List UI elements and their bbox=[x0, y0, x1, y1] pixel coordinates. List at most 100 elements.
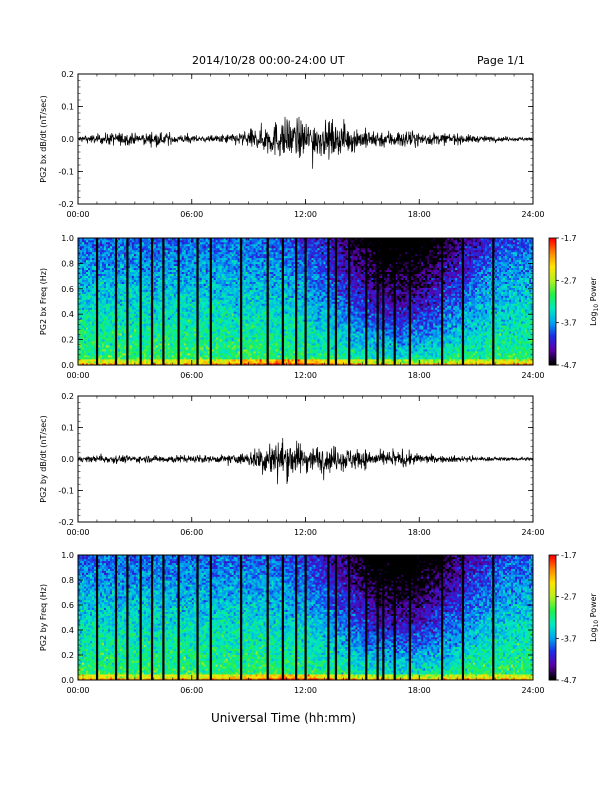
spectrogram-cell bbox=[154, 355, 156, 357]
spectrogram-cell bbox=[104, 264, 106, 266]
spectrogram-cell bbox=[194, 252, 196, 254]
spectrogram-cell bbox=[120, 274, 122, 276]
spectrogram-cell bbox=[90, 353, 92, 355]
spectrogram-cell bbox=[158, 280, 160, 282]
spectrogram-cell bbox=[118, 260, 120, 262]
spectrogram-cell bbox=[118, 264, 120, 266]
spectrogram-cell bbox=[228, 268, 230, 270]
spectrogram-cell bbox=[206, 278, 208, 280]
spectrogram-cell bbox=[142, 290, 144, 292]
spectrogram-cell bbox=[182, 337, 184, 339]
spectrogram-cell bbox=[110, 278, 112, 280]
spectrogram-cell bbox=[118, 254, 120, 256]
spectrogram-cell bbox=[192, 325, 194, 327]
spectrogram-cell bbox=[100, 361, 102, 363]
spectrogram-cell bbox=[182, 278, 184, 280]
spectrogram-cell bbox=[104, 298, 106, 300]
spectrogram-cell bbox=[220, 351, 222, 353]
spectrogram-cell bbox=[148, 311, 150, 313]
spectrogram-cell bbox=[94, 242, 96, 244]
spectrogram-cell bbox=[134, 315, 136, 317]
spectrogram-cell bbox=[102, 321, 104, 323]
spectrogram-cell bbox=[212, 305, 214, 307]
spectrogram-cell bbox=[166, 272, 168, 274]
spectrogram-cell bbox=[92, 359, 94, 361]
spectrogram-cell bbox=[136, 349, 138, 351]
spectrogram-cell bbox=[88, 292, 90, 294]
spectrogram-cell bbox=[118, 327, 120, 329]
spectrogram-cell bbox=[92, 252, 94, 254]
spectrogram-cell bbox=[102, 276, 104, 278]
spectrogram-cell bbox=[80, 260, 82, 262]
spectrogram-cell bbox=[168, 270, 170, 272]
spectrogram-cell bbox=[204, 254, 206, 256]
spectrogram-cell bbox=[134, 337, 136, 339]
spectrogram-cell bbox=[166, 309, 168, 311]
spectrogram-cell bbox=[194, 250, 196, 252]
spectrogram-cell bbox=[224, 323, 226, 325]
spectrogram-cell bbox=[208, 246, 210, 248]
spectrogram-cell bbox=[168, 248, 170, 250]
spectrogram-cell bbox=[108, 290, 110, 292]
spectrogram-cell bbox=[142, 278, 144, 280]
spectrogram-cell bbox=[194, 315, 196, 317]
spectrogram-cell bbox=[174, 345, 176, 347]
spectrogram-cell bbox=[188, 256, 190, 258]
spectrogram-cell bbox=[110, 331, 112, 333]
spectrogram-cell bbox=[106, 284, 108, 286]
spectrogram-cell bbox=[106, 260, 108, 262]
spectrogram-cell bbox=[134, 327, 136, 329]
spectrogram-cell bbox=[142, 244, 144, 246]
spectrogram-cell bbox=[182, 303, 184, 305]
spectrogram-cell bbox=[224, 313, 226, 315]
spectrogram-cell bbox=[142, 296, 144, 298]
spectrogram-cell bbox=[136, 307, 138, 309]
spectrogram-cell bbox=[154, 272, 156, 274]
spectrogram-cell bbox=[204, 327, 206, 329]
spectrogram-cell bbox=[190, 266, 192, 268]
spectrogram-cell bbox=[156, 319, 158, 321]
spectrogram-cell bbox=[154, 335, 156, 337]
spectrogram-cell bbox=[188, 327, 190, 329]
spectrogram-cell bbox=[190, 317, 192, 319]
spectrogram-cell bbox=[120, 240, 122, 242]
spectrogram-cell bbox=[182, 315, 184, 317]
spectrogram-cell bbox=[110, 290, 112, 292]
spectrogram-cell bbox=[142, 276, 144, 278]
spectrogram-cell bbox=[100, 260, 102, 262]
spectrogram-cell bbox=[168, 311, 170, 313]
spectrogram-cell bbox=[208, 260, 210, 262]
spectrogram-cell bbox=[148, 276, 150, 278]
spectrogram-cell bbox=[214, 292, 216, 294]
spectrogram-cell bbox=[206, 302, 208, 304]
spectrogram-cell bbox=[206, 331, 208, 333]
spectrogram-cell bbox=[200, 272, 202, 274]
spectrogram-cell bbox=[120, 345, 122, 347]
spectrogram-cell bbox=[86, 272, 88, 274]
spectrogram-cell bbox=[228, 246, 230, 248]
spectrogram-cell bbox=[92, 276, 94, 278]
spectrogram-cell bbox=[142, 256, 144, 258]
spectrogram-cell bbox=[200, 325, 202, 327]
spectrogram-cell bbox=[200, 276, 202, 278]
spectrogram-cell bbox=[88, 272, 90, 274]
spectrogram-cell bbox=[180, 298, 182, 300]
spectrogram-cell bbox=[122, 242, 124, 244]
spectrogram-cell bbox=[88, 262, 90, 264]
spectrogram-cell bbox=[214, 345, 216, 347]
spectrogram-cell bbox=[110, 317, 112, 319]
spectrogram-cell bbox=[190, 302, 192, 304]
spectrogram-cell bbox=[154, 274, 156, 276]
spectrogram-cell bbox=[160, 252, 162, 254]
spectrogram-cell bbox=[212, 280, 214, 282]
spectrogram-cell bbox=[102, 317, 104, 319]
spectrogram-cell bbox=[180, 268, 182, 270]
spectrogram-cell bbox=[216, 284, 218, 286]
spectrogram-cell bbox=[206, 317, 208, 319]
spectrogram-cell bbox=[228, 357, 230, 359]
spectrogram-cell bbox=[148, 270, 150, 272]
spectrogram-cell bbox=[216, 309, 218, 311]
spectrogram-cell bbox=[122, 268, 124, 270]
spectrogram-cell bbox=[168, 250, 170, 252]
spectrogram-cell bbox=[94, 325, 96, 327]
